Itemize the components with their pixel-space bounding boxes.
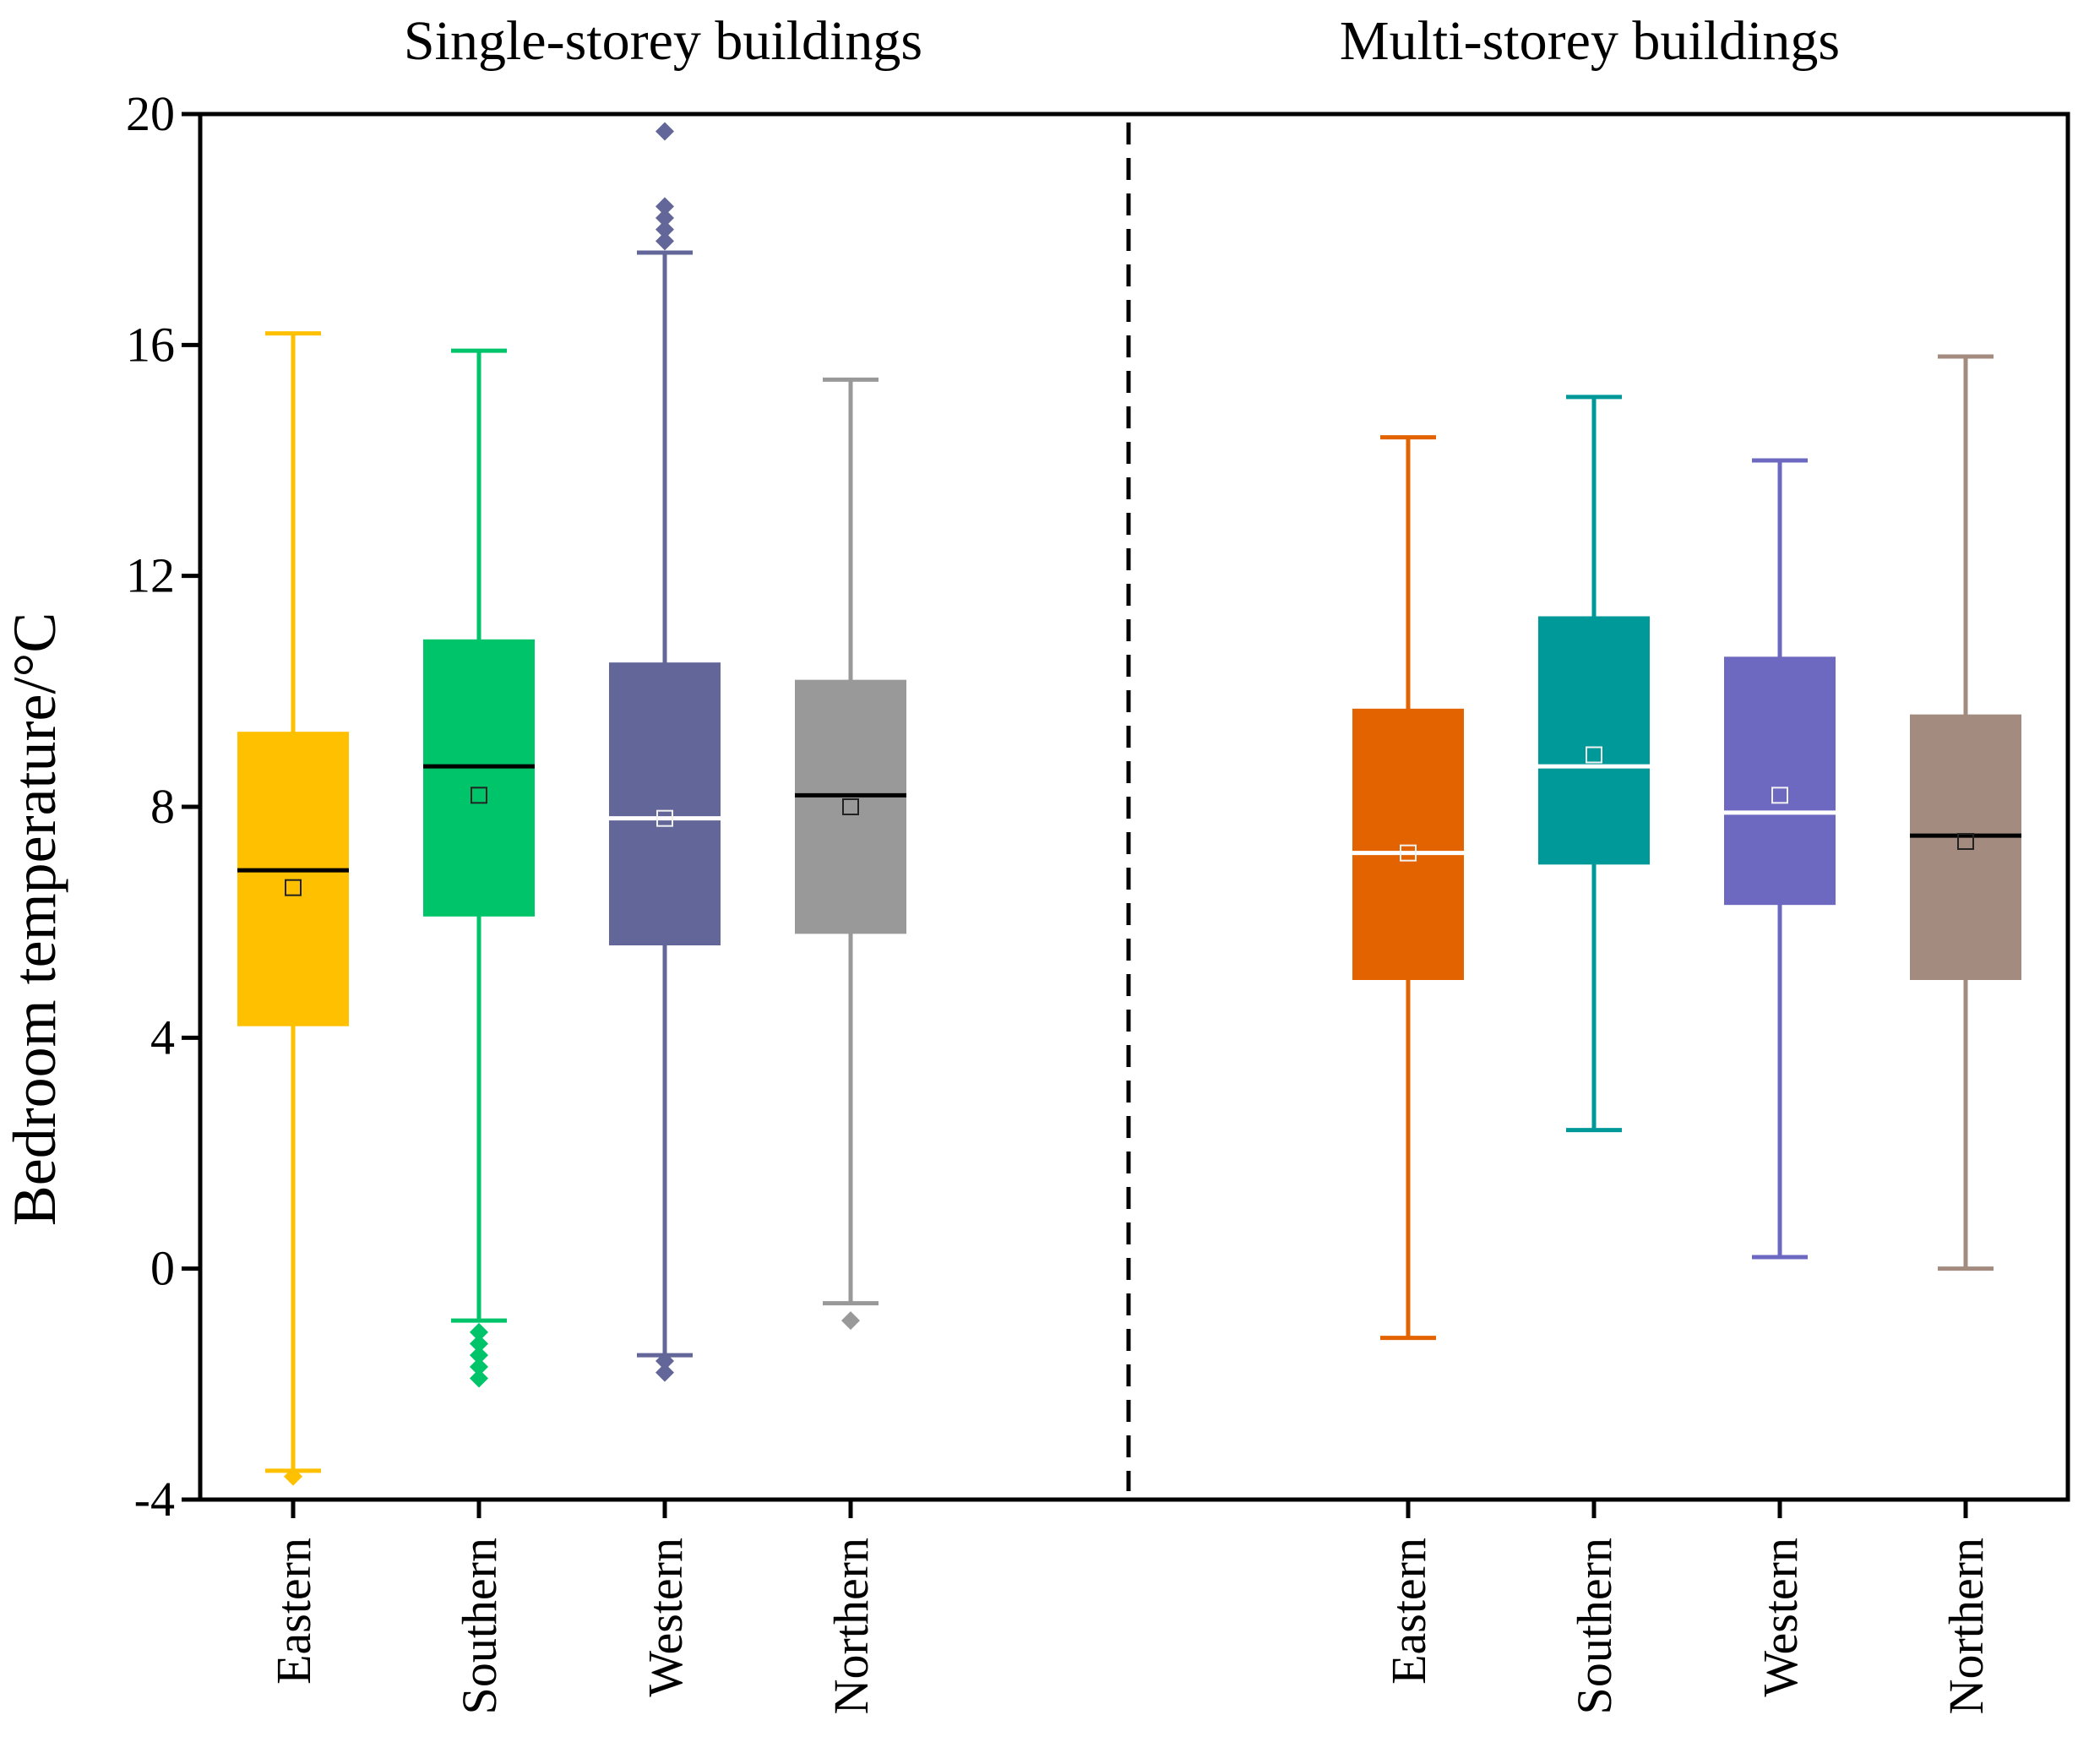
box-g0-southern (423, 348, 535, 1388)
outlier-g0-western-2 (655, 209, 674, 227)
x-tick-label-g1-northern: Northern (1939, 1538, 1994, 1714)
y-tick-label-1: 0 (150, 1241, 175, 1296)
box-g1-northern (1910, 354, 2021, 1271)
y-tick-label-4: 12 (126, 548, 175, 603)
outlier-g0-southern-0 (470, 1322, 488, 1342)
outlier-g0-southern-1 (470, 1334, 488, 1353)
outlier-g0-northern-0 (841, 1311, 860, 1331)
outlier-g0-southern-4 (470, 1369, 488, 1388)
box-g0-eastern (237, 331, 349, 1486)
y-tick-label-3: 8 (150, 779, 175, 834)
outlier-g0-western-3 (655, 220, 674, 239)
outlier-g0-western-6 (655, 1363, 674, 1382)
iqr-box-g0-western (609, 662, 721, 945)
outlier-g0-eastern-0 (284, 1467, 302, 1486)
y-tick-label-0: -4 (134, 1472, 175, 1527)
group-title-multi: Multi-storey buildings (1340, 10, 1840, 72)
box-g1-western (1724, 458, 1836, 1260)
iqr-box-g0-eastern (237, 732, 349, 1026)
mean-marker-g1-western (1771, 787, 1788, 804)
outlier-g0-western-4 (655, 231, 674, 251)
mean-marker-g1-eastern (1400, 844, 1417, 862)
outlier-g0-western-5 (655, 1352, 674, 1370)
box-g0-western (609, 122, 721, 1382)
iqr-box-g1-eastern (1352, 708, 1464, 980)
x-tick-label-g0-southern: Southern (452, 1538, 507, 1714)
x-tick-label-g1-eastern: Eastern (1381, 1538, 1436, 1685)
x-tick-label-g0-northern: Northern (824, 1538, 879, 1714)
mean-marker-g0-northern (842, 798, 859, 815)
y-tick-label-6: 20 (126, 86, 175, 141)
y-axis-label: Bedroom temperature/°C (1, 612, 68, 1227)
box-g1-southern (1538, 395, 1650, 1133)
y-axis-title: Bedroom temperature/°C (1, 612, 68, 1227)
iqr-box-g0-southern (423, 639, 535, 917)
outlier-g0-western-1 (655, 197, 674, 216)
iqr-box-g0-northern (795, 679, 906, 934)
mean-marker-g0-eastern (285, 879, 302, 896)
outlier-g0-southern-2 (470, 1346, 488, 1365)
box-g1-eastern (1352, 435, 1464, 1341)
iqr-box-g1-southern (1538, 616, 1650, 865)
plot-layer (237, 122, 2021, 1486)
x-tick-label-g1-southern: Southern (1567, 1538, 1622, 1714)
x-tick-label-g1-western: Western (1753, 1538, 1808, 1697)
y-tick-label-2: 4 (150, 1010, 175, 1064)
axis-layer: -4 0 4 8 12 16 20 Eastern Southern Western Norther… (126, 86, 1994, 1714)
iqr-box-g1-northern (1910, 714, 2021, 980)
y-tick-label-5: 16 (126, 317, 175, 372)
mean-marker-g0-western (656, 809, 673, 827)
mean-marker-g1-southern (1586, 746, 1602, 764)
outlier-g0-western-0 (655, 122, 674, 141)
iqr-box-g1-western (1724, 656, 1836, 906)
group-title-single: Single-storey buildings (404, 10, 922, 72)
x-tick-label-g0-western: Western (638, 1538, 693, 1697)
box-g0-northern (795, 377, 906, 1331)
outlier-g0-southern-3 (470, 1357, 488, 1376)
x-tick-label-g0-eastern: Eastern (266, 1538, 321, 1685)
mean-marker-g1-northern (1957, 833, 1974, 850)
mean-marker-g0-southern (471, 787, 487, 804)
